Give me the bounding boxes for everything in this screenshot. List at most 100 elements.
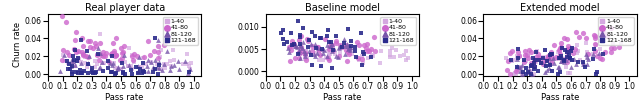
Legend: 1-40, 41-80, 81-120, 121-168: 1-40, 41-80, 81-120, 121-168 (163, 17, 198, 45)
Point (98, 56, 108, 57)
Point (182, 53, 192, 55)
Point (111, 55, 121, 56)
Point (556, 60, 566, 62)
Point (369, 36, 379, 38)
Point (362, 44, 372, 45)
Point (156, 50, 166, 51)
Point (317, 48, 327, 49)
Point (182, 63, 193, 64)
Point (331, 42, 341, 44)
Point (581, 51, 591, 53)
Point (346, 49, 356, 51)
Point (546, 61, 556, 63)
Point (555, 54, 565, 55)
Point (112, 68, 122, 70)
Point (326, 44, 337, 46)
Point (97, 62, 107, 63)
Point (107, 71, 117, 73)
Point (76, 61, 86, 63)
Point (63, 62, 73, 64)
Point (303, 40, 314, 42)
Point (577, 61, 588, 62)
Point (104, 61, 114, 63)
Point (564, 57, 575, 59)
Point (572, 52, 582, 53)
Point (588, 53, 598, 55)
Point (109, 52, 119, 54)
Point (109, 67, 120, 69)
Point (164, 69, 175, 71)
Point (501, 58, 511, 59)
Point (548, 61, 558, 63)
Point (169, 59, 179, 61)
Point (93, 59, 104, 60)
Point (76, 72, 86, 74)
Point (557, 48, 568, 49)
Point (607, 43, 618, 45)
Point (541, 65, 551, 67)
Point (298, 41, 308, 43)
Point (150, 69, 160, 70)
Point (398, 55, 408, 56)
Point (67, 73, 77, 75)
Point (510, 72, 520, 74)
Point (82, 67, 92, 68)
Point (317, 52, 328, 53)
Point (536, 62, 546, 64)
Point (80, 63, 90, 64)
Point (345, 46, 355, 48)
Point (168, 50, 178, 51)
Point (160, 67, 170, 69)
Point (116, 48, 126, 49)
Point (521, 60, 531, 61)
Point (339, 42, 349, 43)
Point (113, 67, 123, 69)
Point (540, 63, 550, 65)
Point (598, 53, 609, 54)
Point (575, 59, 586, 60)
Point (320, 38, 330, 40)
Point (67, 61, 77, 62)
Point (62, 60, 72, 62)
Point (345, 49, 355, 51)
Point (341, 44, 351, 46)
Point (326, 45, 336, 47)
Point (162, 50, 172, 52)
Point (519, 59, 529, 60)
Point (515, 71, 525, 72)
Point (596, 32, 607, 33)
Point (314, 49, 324, 51)
Point (68, 61, 79, 62)
Point (503, 61, 513, 62)
Point (55, 71, 65, 72)
Point (582, 56, 593, 58)
Point (390, 49, 401, 51)
Point (285, 46, 296, 47)
Point (533, 60, 543, 61)
Point (80, 56, 90, 58)
Point (81, 55, 91, 57)
Point (285, 60, 295, 62)
Point (100, 53, 111, 54)
Point (308, 54, 319, 56)
Point (533, 70, 543, 72)
Point (90, 72, 100, 73)
Point (124, 65, 134, 66)
Point (157, 70, 167, 71)
Point (77, 51, 88, 53)
Point (547, 53, 557, 54)
Point (307, 50, 317, 52)
Point (109, 56, 120, 57)
Point (148, 72, 158, 73)
Point (563, 48, 573, 50)
Point (58, 54, 68, 56)
Point (531, 61, 541, 63)
Point (141, 66, 152, 67)
Point (363, 57, 373, 58)
Point (562, 61, 572, 63)
Point (88, 73, 98, 74)
Point (68, 48, 79, 50)
Point (115, 68, 125, 70)
Point (92, 55, 102, 56)
Point (127, 68, 137, 69)
